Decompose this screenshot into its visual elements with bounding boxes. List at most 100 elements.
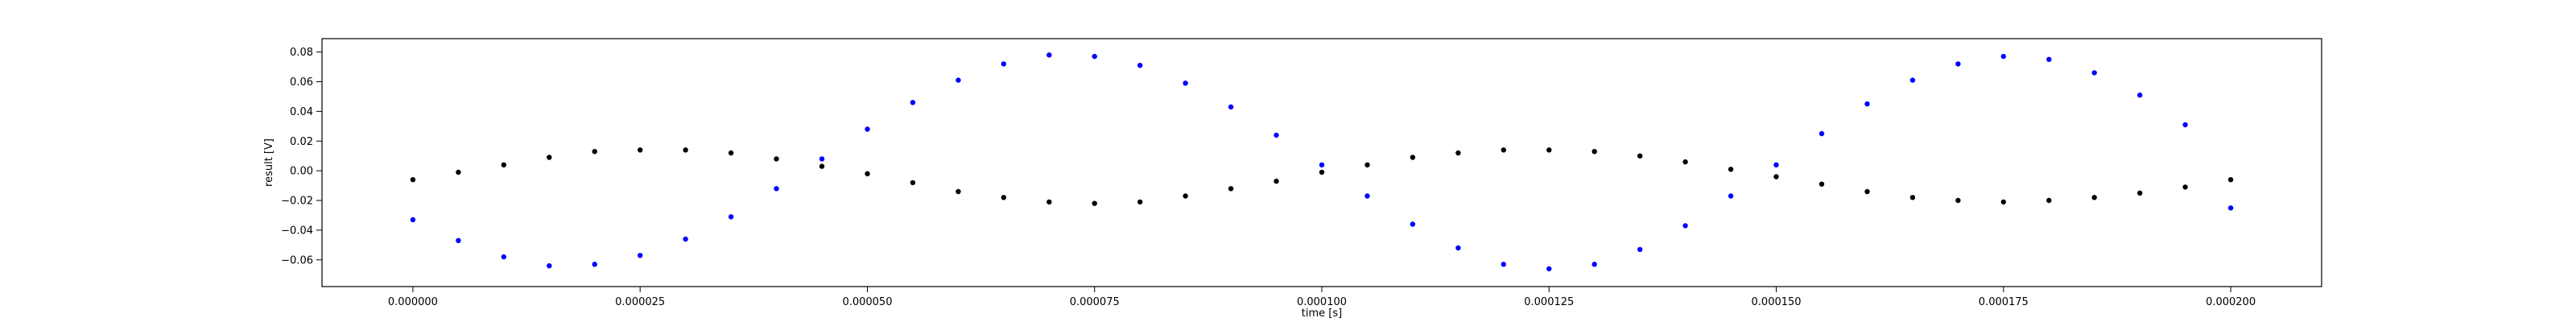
x-tick-label: 0.000175 bbox=[1979, 296, 2029, 308]
series-2-point bbox=[1364, 162, 1370, 167]
series-1-point bbox=[2137, 92, 2143, 98]
series-2-point bbox=[1682, 159, 1688, 165]
series-1-point bbox=[1228, 104, 1234, 109]
series-2-point bbox=[683, 147, 688, 153]
series-2-point bbox=[410, 177, 416, 183]
series-2-point bbox=[728, 150, 734, 156]
series-2-point bbox=[1864, 188, 1870, 195]
series-1-point bbox=[2000, 53, 2006, 60]
series-1-point bbox=[501, 254, 506, 260]
x-tick-label: 0.000075 bbox=[1070, 296, 1120, 308]
series-1-point bbox=[1682, 223, 1688, 229]
x-tick-label: 0.000100 bbox=[1297, 296, 1347, 308]
series-2-point bbox=[2000, 199, 2006, 205]
series-1-point bbox=[1137, 63, 1143, 68]
series-2-point bbox=[1909, 195, 1916, 200]
series-1-point bbox=[1546, 266, 1552, 272]
series-2-point bbox=[1183, 193, 1188, 199]
series-2-point bbox=[1046, 199, 1052, 205]
data-marks bbox=[410, 52, 2234, 272]
series-2-point bbox=[1137, 199, 1143, 205]
y-axis-label: result [V] bbox=[263, 138, 275, 187]
series-1-point bbox=[1864, 101, 1870, 107]
series-1-point bbox=[1501, 262, 1507, 267]
series-1-point bbox=[910, 100, 916, 105]
x-axis-label: time [s] bbox=[1302, 308, 1342, 320]
series-2-point bbox=[1501, 147, 1507, 153]
series-1-point bbox=[2091, 70, 2097, 76]
series-1-point bbox=[728, 214, 734, 220]
series-2-point bbox=[1591, 149, 1597, 155]
y-tick-label: −0.06 bbox=[281, 254, 313, 266]
series-2-point bbox=[1228, 186, 1234, 192]
series-2-point bbox=[956, 188, 961, 195]
series-2-point bbox=[819, 163, 825, 169]
series-2-point bbox=[774, 156, 779, 162]
y-tick-label: −0.04 bbox=[281, 225, 313, 237]
series-2-point bbox=[1546, 147, 1552, 153]
series-2-point bbox=[865, 171, 870, 176]
series-1-point bbox=[1274, 132, 1279, 138]
series-1-point bbox=[683, 236, 688, 242]
y-tick-label: 0.04 bbox=[290, 106, 313, 118]
x-tick-label: 0.000150 bbox=[1752, 296, 1802, 308]
series-2-point bbox=[1274, 178, 1279, 184]
x-axis-ticks: 0.000000 0.000025 0.000050 0.000075 0.000100… bbox=[388, 287, 2256, 308]
series-1-point bbox=[1001, 61, 1007, 67]
series-2-point bbox=[1410, 155, 1416, 160]
series-1-point bbox=[1591, 262, 1597, 267]
series-2-point bbox=[638, 147, 643, 153]
series-1-point bbox=[1092, 53, 1097, 60]
series-1-point bbox=[1728, 193, 1734, 199]
x-tick-label: 0.000000 bbox=[388, 296, 438, 308]
y-tick-label: 0.06 bbox=[290, 76, 313, 89]
series-1-point bbox=[956, 77, 961, 83]
series-1-point bbox=[819, 156, 825, 162]
series-1-point bbox=[2182, 122, 2188, 128]
series-1-point bbox=[2227, 205, 2234, 211]
series-1-point bbox=[638, 253, 643, 258]
series-1-point bbox=[1455, 245, 1461, 251]
y-axis-ticks: −0.06 −0.04 −0.02 0.00 0.02 0.04 0.06 0.08 bbox=[281, 47, 322, 266]
series-1-point bbox=[1364, 193, 1370, 199]
x-tick-label: 0.000050 bbox=[842, 296, 892, 308]
series-2-point bbox=[2227, 177, 2234, 183]
y-tick-label: 0.00 bbox=[290, 166, 313, 178]
series-1-point bbox=[1410, 221, 1416, 227]
y-tick-label: 0.02 bbox=[290, 136, 313, 148]
series-2-point bbox=[1455, 150, 1461, 156]
x-tick-label: 0.000125 bbox=[1524, 296, 1574, 308]
series-1-point bbox=[865, 126, 870, 132]
series-1-point bbox=[456, 237, 461, 243]
series-2-point bbox=[501, 162, 506, 167]
series-2-point bbox=[1637, 153, 1643, 159]
series-1-point bbox=[1773, 162, 1779, 167]
series-2-point bbox=[1818, 181, 1825, 187]
series-2-point bbox=[910, 180, 916, 186]
x-tick-label: 0.000200 bbox=[2206, 296, 2256, 308]
series-1-point bbox=[1183, 80, 1188, 86]
series-1-point bbox=[1637, 246, 1643, 253]
series-1-point bbox=[2046, 56, 2052, 63]
series-2-point bbox=[2137, 190, 2143, 196]
series-2-point bbox=[1955, 197, 1961, 204]
series-1-point bbox=[1818, 130, 1825, 137]
series-1-point bbox=[547, 263, 552, 269]
series-2-point bbox=[1773, 174, 1779, 180]
series-1-point bbox=[1955, 61, 1961, 67]
series-2-point bbox=[456, 169, 461, 175]
series-2-point bbox=[2182, 184, 2188, 190]
series-2-point bbox=[2046, 197, 2052, 204]
series-1-point bbox=[1319, 162, 1325, 167]
series-1-point bbox=[1046, 52, 1052, 58]
series-2-point bbox=[1728, 167, 1734, 172]
series-1-point bbox=[410, 217, 416, 223]
series-2-point bbox=[1001, 195, 1007, 200]
series-2-point bbox=[592, 149, 597, 155]
series-2-point bbox=[1092, 200, 1097, 206]
series-1-point bbox=[1909, 77, 1916, 83]
series-2-point bbox=[2091, 195, 2097, 200]
x-tick-label: 0.000025 bbox=[615, 296, 665, 308]
